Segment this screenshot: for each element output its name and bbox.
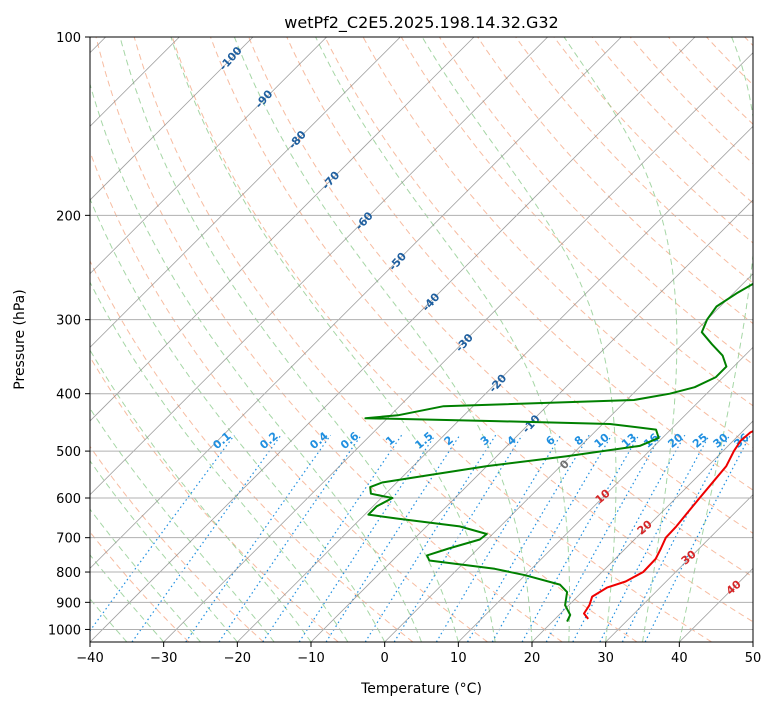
y-tick-label: 600: [56, 492, 81, 507]
y-tick-label: 400: [56, 388, 81, 403]
y-tick-label: 700: [56, 532, 81, 547]
y-tick-label: 200: [56, 209, 81, 224]
x-tick-label: 20: [524, 651, 541, 666]
y-axis-label: Pressure (hPa): [12, 289, 28, 389]
x-tick-label: 30: [597, 651, 614, 666]
y-tick-label: 1000: [48, 623, 81, 638]
x-axis-label: Temperature (°C): [360, 681, 482, 697]
x-tick-label: 50: [745, 651, 762, 666]
y-tick-label: 800: [56, 566, 81, 581]
x-tick-label: 10: [450, 651, 467, 666]
x-tick-label: −30: [150, 651, 177, 666]
y-tick-label: 300: [56, 314, 81, 329]
plot-background: [90, 37, 753, 642]
x-tick-label: −40: [76, 651, 103, 666]
y-tick-label: 500: [56, 445, 81, 460]
x-tick-label: −10: [297, 651, 324, 666]
chart-title: wetPf2_C2E5.2025.198.14.32.G32: [284, 13, 558, 33]
y-tick-label: 900: [56, 596, 81, 611]
y-tick-label: 100: [56, 31, 81, 46]
x-tick-label: 40: [671, 651, 688, 666]
x-tick-label: 0: [381, 651, 389, 666]
x-tick-label: −20: [224, 651, 251, 666]
